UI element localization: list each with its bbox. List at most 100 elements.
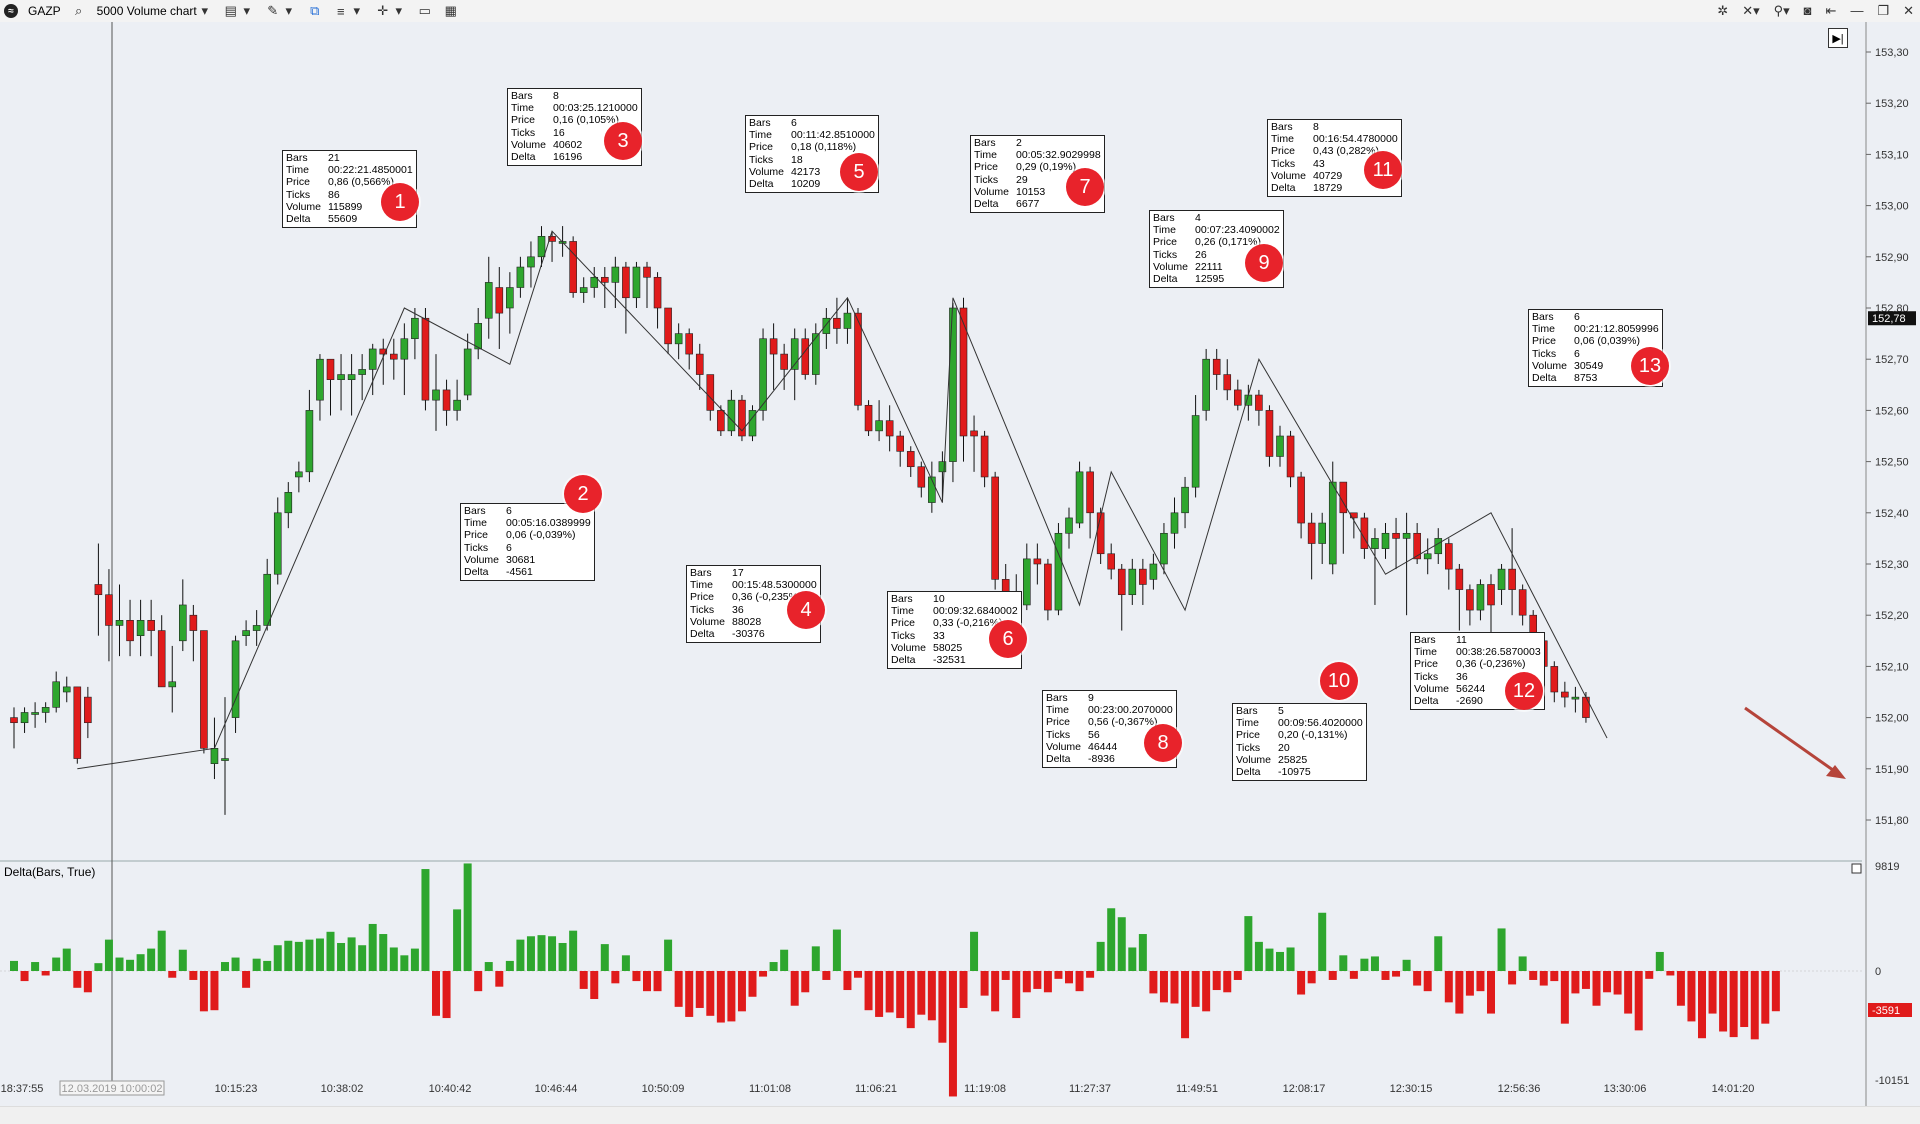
candle-body [1276, 435, 1284, 457]
candle-body [316, 358, 324, 401]
candle-body [917, 466, 926, 488]
info-value: 40729 [1313, 169, 1343, 182]
delta-bar [875, 971, 884, 1017]
candle-body [1149, 563, 1158, 580]
settings-icon[interactable]: ✲ [1717, 3, 1729, 18]
delta-bar [1033, 971, 1042, 989]
window-icon[interactable]: ▭ [418, 3, 431, 18]
delta-axis-label: 0 [1875, 966, 1881, 978]
delta-bar [484, 962, 493, 971]
info-key: Volume [1236, 753, 1272, 766]
delta-bar [305, 939, 314, 971]
info-key: Volume [1532, 359, 1568, 372]
layout-icon[interactable]: ▦ [444, 3, 457, 18]
crosshair-icon[interactable]: ✛ ▾ [375, 3, 407, 18]
candle-body [1497, 568, 1506, 590]
info-value: 0,36 (-0,235%) [732, 591, 802, 604]
info-key: Price [690, 591, 714, 604]
candle-body [833, 317, 841, 329]
info-row: Volume 42173 [749, 166, 875, 178]
info-row: Ticks 16 [511, 127, 638, 139]
info-key: Price [974, 161, 998, 174]
info-value: 00:16:54.4780000 [1313, 133, 1398, 146]
delta-bar [590, 971, 599, 1000]
time-tick-label: 18:37:55 [1, 1083, 44, 1095]
collapse-panel-icon[interactable]: ▶| [1828, 28, 1848, 48]
info-row: Time 00:05:32.9029998 [974, 149, 1101, 161]
template-icon[interactable]: ≡ ▾ [333, 3, 365, 19]
delta-bar [643, 971, 651, 992]
info-value: 40602 [553, 138, 583, 151]
candle-body [358, 369, 366, 375]
info-key: Ticks [1153, 248, 1178, 261]
info-value: -32531 [933, 654, 966, 667]
delta-bar [970, 931, 979, 971]
candle-body [717, 410, 725, 432]
swing-number-marker: 3 [604, 122, 642, 160]
delta-bar [1740, 971, 1749, 1028]
delta-bar [737, 971, 746, 1012]
indicator-icon[interactable]: ⧉ [310, 3, 320, 18]
info-row: Bars 2 [974, 137, 1101, 149]
delta-bar [1560, 971, 1569, 1024]
candle-body [1033, 558, 1042, 565]
chart-style-icon[interactable]: ▤ ▾ [223, 3, 255, 18]
zigzag-line [77, 230, 1608, 770]
delta-bar [1107, 908, 1116, 971]
delta-bar [1497, 928, 1506, 971]
delta-bar [221, 962, 229, 971]
delta-bar [358, 945, 367, 971]
camera-icon[interactable]: ◙ [1803, 3, 1812, 18]
candle-body [959, 307, 968, 437]
info-key: Price [1153, 236, 1177, 249]
info-row: Volume 56244 [1414, 683, 1541, 695]
info-row: Volume 40729 [1271, 170, 1398, 182]
candle-body [1128, 568, 1137, 596]
pencil-icon[interactable]: ✎ ▾ [265, 3, 297, 18]
close-icon[interactable]: ✕ [1903, 3, 1914, 18]
delta-bar [94, 963, 103, 971]
candle-body [295, 471, 303, 478]
candle-body [1022, 558, 1031, 606]
link-icon[interactable]: ⚲▾ [1773, 3, 1790, 18]
candle-body [643, 266, 651, 278]
delta-bar [1318, 912, 1327, 971]
delta-bar [410, 948, 419, 971]
info-value: 58025 [933, 641, 963, 654]
info-value: 6 [1574, 347, 1580, 360]
delta-last-badge [1868, 1003, 1912, 1017]
delta-bar [1370, 956, 1379, 971]
info-value: 0,20 (-0,131%) [1278, 729, 1348, 742]
swing-number-marker: 13 [1631, 347, 1669, 385]
candle-body [780, 353, 788, 370]
back-icon[interactable]: ⇤ [1825, 3, 1837, 18]
info-row: Price 0,56 (-0,367%) [1046, 716, 1173, 728]
last-price-label: 152,78 [1872, 313, 1906, 325]
restore-icon[interactable]: ❐ [1877, 3, 1890, 18]
swing-number-marker: 1 [381, 183, 419, 221]
chart-type-dropdown[interactable]: 5000 Volume chart ▾ [97, 3, 213, 18]
symbol-label[interactable]: GAZP [28, 4, 61, 18]
delta-bar [1518, 956, 1527, 971]
chevron-down-icon: ▾ [243, 3, 251, 18]
candle-body [664, 307, 672, 345]
trend-arrowhead [1826, 765, 1846, 779]
info-value: 0,56 (-0,367%) [1088, 716, 1158, 729]
candle-body [1181, 486, 1189, 514]
delta-bar [136, 954, 145, 971]
minimize-icon[interactable]: — [1850, 3, 1864, 18]
horizontal-scrollbar[interactable] [0, 1106, 1920, 1119]
info-value: 55609 [328, 213, 358, 226]
candle-body [1466, 589, 1474, 611]
info-key: Price [749, 141, 773, 154]
info-row: Volume 10153 [974, 186, 1101, 198]
candle-body [980, 435, 989, 478]
info-key: Ticks [1532, 347, 1557, 360]
chevron-down-icon: ▾ [201, 3, 209, 18]
delta-bar [1581, 971, 1590, 989]
search-icon[interactable]: ⌕ [75, 3, 83, 18]
delta-bar [716, 971, 725, 1023]
cursor-icon[interactable]: ✕▾ [1742, 3, 1760, 18]
info-row: Bars 6 [1532, 311, 1659, 323]
delta-bar [1181, 971, 1190, 1039]
